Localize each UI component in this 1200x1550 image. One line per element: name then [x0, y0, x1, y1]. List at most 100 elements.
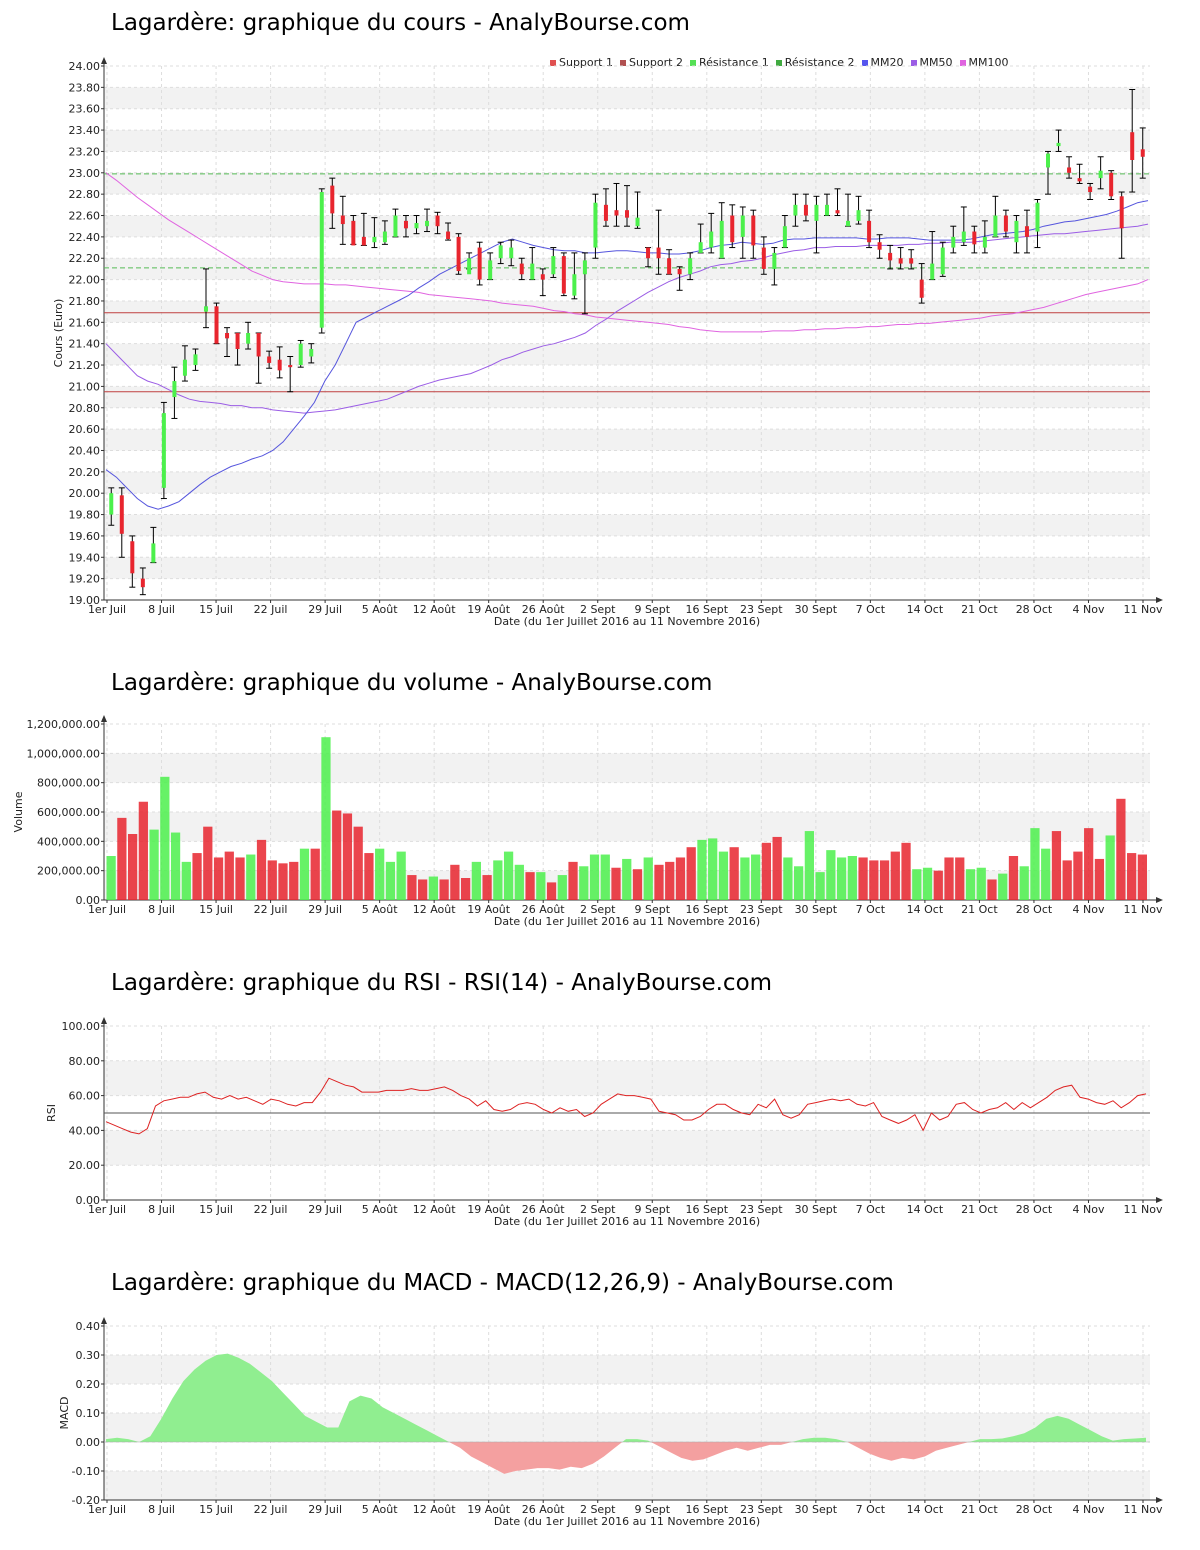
y-tick-label: 100.00: [62, 1020, 101, 1033]
y-axis-arrow: [101, 1017, 107, 1024]
volume-bar: [256, 839, 267, 900]
volume-bar: [772, 836, 782, 900]
x-tick-label: 8 Juil: [148, 903, 175, 916]
volume-bar: [643, 857, 653, 900]
candle-body: [203, 306, 208, 312]
grid-band: [104, 1060, 1150, 1096]
x-tick-label: 9 Sept: [634, 1503, 670, 1516]
volume-panel: Lagardère: graphique du volume - AnalyBo…: [0, 670, 1200, 940]
x-tick-label: 8 Juil: [148, 1503, 175, 1516]
grid-band: [104, 386, 1150, 408]
x-tick-label: 11 Nov: [1124, 1503, 1163, 1516]
candle-body: [319, 192, 324, 328]
macd-negative-area: [847, 1442, 969, 1461]
grid-band: [104, 753, 1150, 783]
x-tick-label: 7 Oct: [856, 603, 886, 616]
volume-bar: [944, 857, 954, 900]
x-tick-label: 1er Juil: [88, 903, 126, 916]
volume-chart-title: Lagardère: graphique du volume - AnalyBo…: [111, 670, 713, 696]
candle-body: [119, 495, 124, 534]
y-tick-label: 21.60: [69, 316, 101, 329]
x-tick-label: 5 Août: [362, 903, 399, 916]
volume-bar: [546, 882, 557, 900]
volume-bar: [1019, 866, 1029, 900]
volume-bar: [482, 875, 492, 900]
x-tick-label: 15 Juil: [199, 603, 233, 616]
candle-body: [235, 333, 240, 350]
x-tick-label: 29 Juil: [308, 603, 342, 616]
y-tick-label: 20.20: [69, 466, 101, 479]
y-axis-title: MACD: [58, 1397, 71, 1430]
volume-bar: [998, 873, 1008, 900]
y-tick-label: 0.30: [76, 1349, 101, 1362]
volume-bar: [847, 856, 857, 900]
y-tick-label: 22.60: [69, 210, 101, 223]
volume-chart: 0.00 200,000.00 400,000.00 600,000.00 800,00…: [12, 715, 1163, 928]
volume-bar: [181, 861, 191, 900]
volume-bar: [751, 854, 761, 900]
volume-bar: [675, 857, 686, 900]
y-tick-label: 23.60: [69, 103, 101, 116]
x-tick-label: 8 Juil: [148, 1203, 175, 1216]
x-tick-label: 30 Sept: [795, 603, 838, 616]
candle-body: [498, 245, 503, 259]
grid-band: [104, 429, 1150, 451]
x-tick-label: 4 Nov: [1072, 1503, 1104, 1516]
candle-body: [614, 210, 619, 216]
candle-body: [435, 215, 440, 227]
x-tick-label: 8 Juil: [148, 603, 175, 616]
x-tick-label: 29 Juil: [308, 903, 342, 916]
candle-body: [151, 543, 156, 563]
volume-bar: [170, 832, 181, 900]
y-tick-label: 80.00: [69, 1055, 101, 1068]
candle-body: [1014, 220, 1019, 243]
y-tick-label: 19.60: [69, 530, 101, 543]
grid-band: [104, 1355, 1150, 1384]
candle-body: [403, 220, 408, 229]
price-chart: 19.00 19.20 19.40 19.60 19.80 20.00 20.20 20.40…: [52, 57, 1163, 628]
y-tick-label: 20.00: [69, 1159, 101, 1172]
x-axis-title: Date (du 1er Juillet 2016 au 11 Novembre…: [494, 915, 760, 928]
candle-body: [972, 231, 977, 245]
y-tick-label: 0.10: [76, 1407, 101, 1420]
candle-body: [898, 258, 903, 264]
candle-body: [909, 258, 914, 264]
volume-bar: [213, 857, 224, 900]
volume-bar: [1073, 851, 1083, 900]
grid-band: [104, 258, 1150, 280]
grid-band: [104, 471, 1150, 494]
x-tick-label: 1er Juil: [88, 603, 126, 616]
volume-bar: [600, 854, 610, 900]
candle-body: [877, 242, 882, 250]
x-tick-label: 22 Juil: [254, 603, 288, 616]
candle-body: [382, 231, 387, 243]
volume-bar: [665, 861, 675, 900]
x-tick-label: 5 Août: [362, 1203, 399, 1216]
volume-bar: [1116, 798, 1126, 900]
volume-bar: [235, 857, 245, 900]
y-tick-label: 23.20: [69, 145, 101, 158]
candle-body: [667, 258, 672, 275]
candle-body: [172, 381, 177, 398]
volume-bar: [879, 860, 890, 900]
x-tick-label: 22 Juil: [254, 903, 288, 916]
candle-body: [646, 247, 651, 259]
candle-body: [414, 222, 419, 229]
candle-body: [793, 204, 798, 216]
candle-body: [277, 359, 282, 371]
grid-band: [104, 172, 1150, 195]
y-tick-label: 23.80: [69, 81, 101, 94]
y-tick-label: 20.80: [69, 402, 101, 415]
candle-body: [288, 365, 293, 368]
volume-bar: [557, 875, 567, 900]
x-tick-label: 11 Nov: [1124, 903, 1163, 916]
x-tick-label: 4 Nov: [1072, 603, 1104, 616]
y-axis-arrow: [101, 57, 107, 64]
candle-body: [467, 258, 472, 275]
volume-bar: [192, 853, 202, 900]
volume-bar: [299, 848, 310, 900]
candle-body: [930, 263, 935, 280]
x-tick-label: 23 Sept: [740, 603, 783, 616]
x-tick-label: 26 Août: [522, 1203, 566, 1216]
volume-bar: [976, 867, 986, 900]
